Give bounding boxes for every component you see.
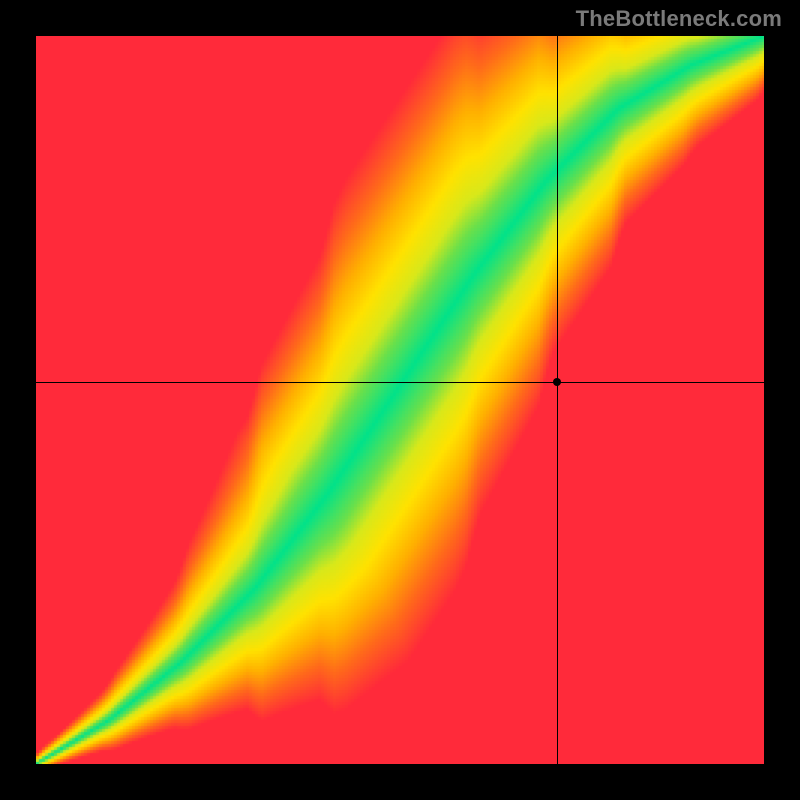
heatmap-canvas bbox=[36, 36, 764, 764]
watermark-text: TheBottleneck.com bbox=[576, 6, 782, 32]
crosshair-marker bbox=[553, 378, 561, 386]
chart-container: TheBottleneck.com bbox=[0, 0, 800, 800]
crosshair-vertical bbox=[557, 36, 558, 764]
plot-area bbox=[36, 36, 764, 764]
crosshair-horizontal bbox=[36, 382, 764, 383]
